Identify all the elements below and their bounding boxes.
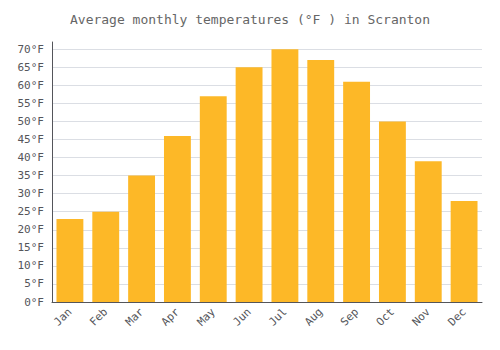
svg-text:35°F: 35°F xyxy=(18,169,45,182)
svg-text:Jan: Jan xyxy=(51,305,74,328)
svg-text:5°F: 5°F xyxy=(24,277,44,290)
svg-text:Oct: Oct xyxy=(374,305,397,328)
svg-text:50°F: 50°F xyxy=(18,115,45,128)
svg-text:40°F: 40°F xyxy=(18,151,45,164)
svg-text:10°F: 10°F xyxy=(18,259,45,272)
svg-text:Sep: Sep xyxy=(338,305,361,328)
svg-text:55°F: 55°F xyxy=(18,97,45,110)
svg-text:70°F: 70°F xyxy=(18,43,45,56)
svg-text:Jun: Jun xyxy=(230,305,253,328)
svg-text:Mar: Mar xyxy=(123,305,146,328)
svg-text:15°F: 15°F xyxy=(18,241,45,254)
svg-text:30°F: 30°F xyxy=(18,187,45,200)
svg-text:Feb: Feb xyxy=(87,305,110,328)
svg-text:25°F: 25°F xyxy=(18,205,45,218)
svg-text:60°F: 60°F xyxy=(18,79,45,92)
svg-text:Nov: Nov xyxy=(410,305,433,328)
svg-text:Jul: Jul xyxy=(266,305,289,328)
svg-text:20°F: 20°F xyxy=(18,223,45,236)
svg-text:65°F: 65°F xyxy=(18,61,45,74)
svg-text:Average monthly temperatures (: Average monthly temperatures (°F ) in Sc… xyxy=(70,12,430,27)
svg-text:0°F: 0°F xyxy=(24,296,44,309)
svg-text:45°F: 45°F xyxy=(18,133,45,146)
svg-text:Dec: Dec xyxy=(445,305,468,328)
svg-text:Apr: Apr xyxy=(159,305,182,328)
svg-text:May: May xyxy=(195,305,218,328)
svg-text:Aug: Aug xyxy=(302,305,325,328)
